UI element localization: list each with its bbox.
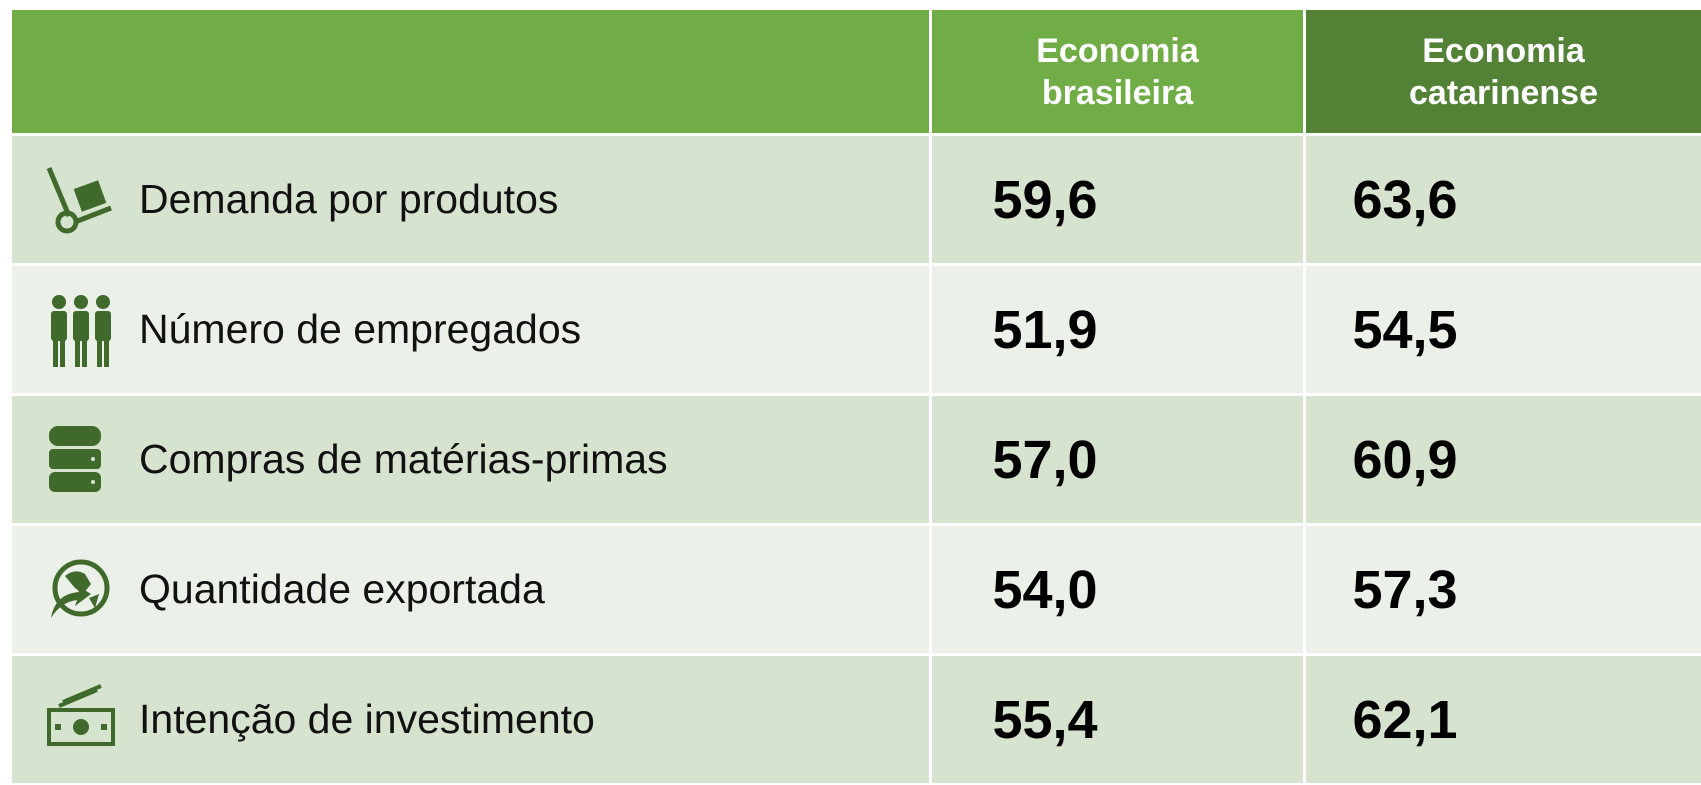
row-label: Número de empregados [139, 306, 582, 352]
value: 54,5 [1352, 299, 1458, 360]
value-cell: 57,3 [1306, 526, 1701, 653]
value: 54,0 [992, 559, 1098, 620]
value: 60,9 [1352, 429, 1458, 490]
header-cell: Economia catarinense [1306, 10, 1701, 133]
row-label: Intenção de investimento [139, 696, 595, 742]
header-text: Economia [1036, 31, 1199, 70]
row-label-cell: Demanda por produtos [12, 136, 929, 263]
row-icon [45, 424, 117, 501]
row-label-cell: Quantidade exportada [12, 526, 929, 653]
value-cell: 63,6 [1306, 136, 1701, 263]
value-cell: 54,0 [932, 526, 1303, 653]
value-cell: 55,4 [932, 656, 1303, 783]
row-label: Compras de matérias-primas [139, 436, 668, 482]
value-cell: 60,9 [1306, 396, 1701, 523]
value-cell: 59,6 [932, 136, 1303, 263]
value: 59,6 [992, 169, 1098, 230]
row-label: Quantidade exportada [139, 566, 545, 612]
row-label-cell: Compras de matérias-primas [12, 396, 929, 523]
value: 57,0 [992, 429, 1098, 490]
value-cell: 51,9 [932, 266, 1303, 393]
value-cell: 57,0 [932, 396, 1303, 523]
value: 51,9 [992, 299, 1098, 360]
value: 63,6 [1352, 169, 1458, 230]
value: 62,1 [1352, 689, 1458, 750]
header-cell [12, 10, 929, 133]
row-icon [45, 684, 117, 761]
header-text: brasileira [1041, 73, 1194, 112]
row-label-cell: Número de empregados [12, 266, 929, 393]
header-text: Economia [1422, 31, 1585, 70]
header-text: catarinense [1409, 73, 1598, 112]
value: 55,4 [992, 689, 1098, 750]
row-icon [45, 554, 117, 631]
value-cell: 62,1 [1306, 656, 1701, 783]
value: 57,3 [1352, 559, 1458, 620]
row-label: Demanda por produtos [139, 176, 559, 222]
header-cell: Economia brasileira [932, 10, 1303, 133]
row-icon [45, 294, 117, 375]
row-label-cell: Intenção de investimento [12, 656, 929, 783]
value-cell: 54,5 [1306, 266, 1701, 393]
row-icon [45, 164, 117, 241]
